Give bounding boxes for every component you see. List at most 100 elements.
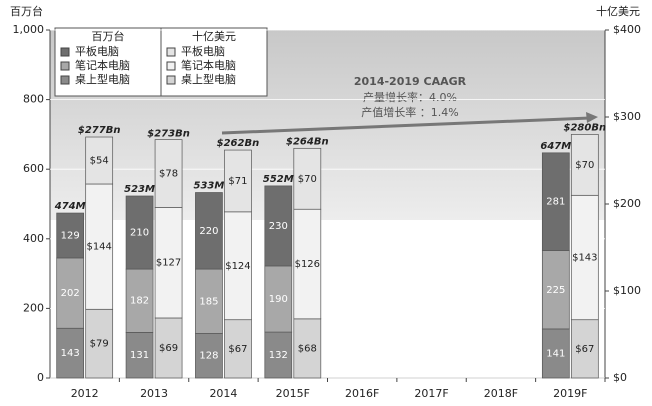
data-label: 230 bbox=[269, 221, 288, 232]
data-label: $67 bbox=[228, 344, 247, 355]
y2-tick-label: $300 bbox=[613, 110, 641, 123]
bar-segment bbox=[570, 194, 599, 321]
bar-segment bbox=[154, 207, 183, 319]
legend-swatch bbox=[166, 47, 176, 57]
bar-segment bbox=[154, 317, 183, 379]
data-label: $69 bbox=[159, 343, 178, 354]
x-tick-label: 2018F bbox=[484, 387, 518, 400]
bar-segment bbox=[195, 192, 223, 270]
bar-segment bbox=[264, 185, 293, 267]
data-label: $78 bbox=[159, 169, 178, 180]
bar-segment bbox=[224, 149, 252, 213]
y-tick-label: 1,000 bbox=[13, 23, 45, 36]
bar-segment bbox=[541, 250, 570, 330]
legend-label: 笔记本电脑 bbox=[75, 58, 130, 72]
x-tick-label: 2013 bbox=[140, 387, 168, 400]
total-label: $273Bn bbox=[147, 128, 190, 139]
y-tick-label: 600 bbox=[23, 162, 44, 175]
arrow-head bbox=[586, 112, 598, 123]
legend-label: 平板电脑 bbox=[181, 44, 225, 58]
bar-segment bbox=[541, 152, 570, 251]
bar-segment bbox=[85, 183, 114, 310]
data-label: 220 bbox=[199, 226, 218, 237]
bar-segment bbox=[293, 208, 322, 320]
data-label: 141 bbox=[546, 348, 565, 359]
data-label: 143 bbox=[61, 348, 80, 359]
data-label: $67 bbox=[575, 344, 594, 355]
y-tick-label: 0 bbox=[37, 371, 44, 384]
data-label: 190 bbox=[269, 294, 288, 305]
bar-segment bbox=[224, 319, 252, 379]
y-tick-label: 400 bbox=[23, 232, 44, 245]
x-tick-label: 2016F bbox=[345, 387, 379, 400]
y2-tick-label: $100 bbox=[613, 284, 641, 297]
total-label: 474M bbox=[54, 201, 86, 212]
data-label: $126 bbox=[295, 259, 320, 270]
data-label: 132 bbox=[269, 350, 288, 361]
data-label: $54 bbox=[90, 156, 109, 167]
bar-segment bbox=[195, 268, 223, 334]
legend-box bbox=[54, 27, 162, 97]
annotation-line: 产值增长率 ：1.4% bbox=[361, 105, 458, 119]
legend-swatch bbox=[166, 61, 176, 71]
bar-segment bbox=[56, 212, 85, 259]
legend-label: 笔记本电脑 bbox=[181, 58, 236, 72]
legend-title: 百万台 bbox=[92, 29, 125, 43]
bar-segment bbox=[293, 147, 322, 210]
x-tick-label: 2012 bbox=[71, 387, 99, 400]
data-label: $144 bbox=[86, 242, 111, 253]
total-label: 533M bbox=[194, 181, 225, 192]
legend-box bbox=[160, 27, 268, 97]
bar-segment bbox=[56, 327, 85, 379]
y-tick-label: 800 bbox=[23, 93, 44, 106]
data-label: 202 bbox=[61, 288, 80, 299]
annotation-title: 2014-2019 CAAGR bbox=[354, 75, 467, 88]
total-label: $264Bn bbox=[286, 136, 329, 147]
x-tick-label: 2017F bbox=[414, 387, 448, 400]
bar-segment bbox=[85, 136, 114, 185]
total-label: $262Bn bbox=[217, 138, 260, 149]
bar-segment bbox=[264, 265, 293, 333]
legend-label: 桌上型电脑 bbox=[181, 72, 236, 86]
data-label: $68 bbox=[298, 343, 317, 354]
total-label: $280Bn bbox=[564, 122, 607, 133]
data-label: 185 bbox=[199, 296, 218, 307]
data-label: $127 bbox=[156, 258, 181, 269]
x-tick-label: 2015F bbox=[276, 387, 310, 400]
legend-swatch bbox=[60, 61, 70, 71]
total-label: $277Bn bbox=[78, 125, 121, 136]
y2-tick-label: $200 bbox=[613, 197, 641, 210]
bar-segment bbox=[125, 332, 154, 379]
total-label: 523M bbox=[124, 184, 155, 195]
legend-title: 十亿美元 bbox=[192, 29, 236, 43]
total-label: 552M bbox=[263, 174, 294, 185]
data-label: 128 bbox=[199, 351, 218, 362]
data-label: $70 bbox=[575, 160, 594, 171]
bar-segment bbox=[570, 319, 599, 379]
data-label: $143 bbox=[572, 253, 597, 264]
data-label: 281 bbox=[546, 197, 565, 208]
data-label: 182 bbox=[130, 296, 149, 307]
data-label: $70 bbox=[298, 174, 317, 185]
bar-segment bbox=[85, 308, 114, 379]
bar-segment bbox=[56, 257, 85, 329]
bar-segment bbox=[570, 134, 599, 196]
bar-segment bbox=[224, 211, 252, 321]
total-label: 647M bbox=[540, 141, 571, 152]
y2-tick-label: $400 bbox=[613, 23, 641, 36]
trend-arrow bbox=[221, 116, 591, 135]
x-tick-label: 2019F bbox=[553, 387, 587, 400]
y2-axis-label: 十亿美元 bbox=[596, 4, 640, 18]
legend-swatch bbox=[166, 75, 176, 85]
x-tick-label: 2014 bbox=[209, 387, 237, 400]
y2-tick-label: $0 bbox=[613, 371, 627, 384]
bar-segment bbox=[125, 268, 154, 333]
data-label: $124 bbox=[225, 261, 250, 272]
data-label: 225 bbox=[546, 285, 565, 296]
data-label: 210 bbox=[130, 228, 149, 239]
bar-segment bbox=[195, 333, 223, 379]
data-label: $71 bbox=[228, 176, 247, 187]
bar-segment bbox=[154, 139, 183, 208]
